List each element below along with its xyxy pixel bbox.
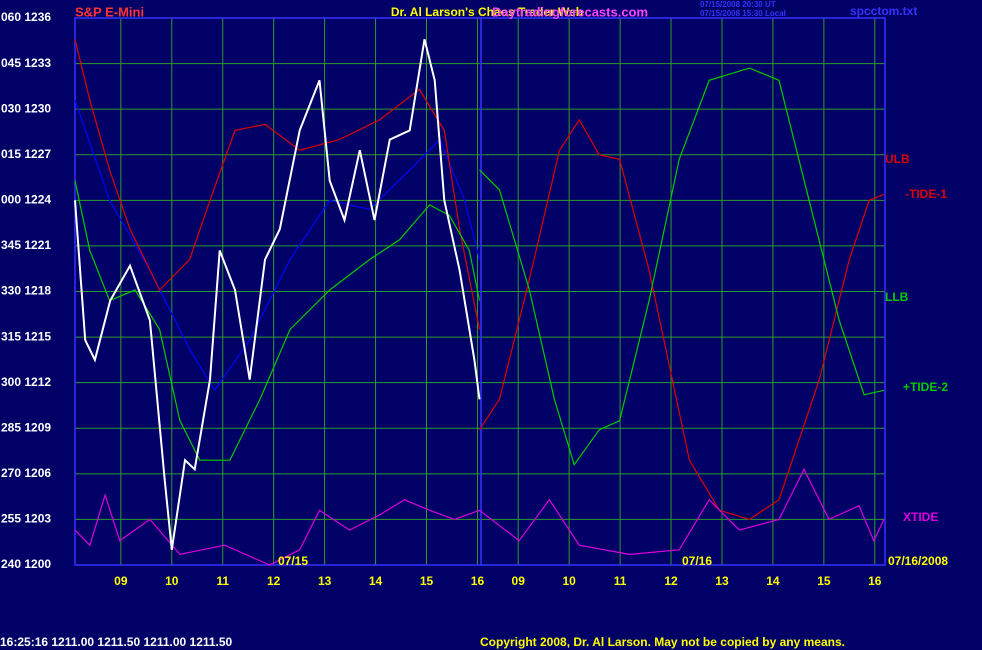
y-tick-label: 285 1209 bbox=[1, 420, 51, 434]
annotation: 07/15 bbox=[278, 554, 308, 568]
series-label: ULB bbox=[885, 152, 910, 166]
y-tick-label: 045 1233 bbox=[1, 56, 51, 70]
y-tick-label: 330 1218 bbox=[1, 284, 51, 298]
y-tick-label: 300 1212 bbox=[1, 375, 51, 389]
x-tick-label: 15 bbox=[817, 574, 831, 588]
series-label: -TIDE-1 bbox=[905, 187, 947, 201]
x-tick-label: 12 bbox=[664, 574, 678, 588]
series-line bbox=[74, 39, 481, 330]
x-tick-label: 10 bbox=[165, 574, 179, 588]
x-tick-label: 14 bbox=[766, 574, 780, 588]
annotation: 16:25:16 1211.00 1211.50 1211.00 1211.50 bbox=[0, 635, 233, 649]
x-tick-label: 12 bbox=[267, 574, 281, 588]
plot-frame bbox=[74, 17, 886, 566]
x-tick-label: 16 bbox=[868, 574, 882, 588]
series-line bbox=[74, 39, 481, 550]
series-line bbox=[479, 67, 885, 467]
series-label: XTIDE bbox=[903, 510, 938, 524]
x-tick-label: 09 bbox=[512, 574, 526, 588]
annotation: 07/16 bbox=[682, 554, 712, 568]
x-tick-label: 14 bbox=[369, 574, 383, 588]
y-tick-label: 240 1200 bbox=[1, 557, 51, 571]
y-tick-label: 030 1230 bbox=[1, 101, 51, 115]
x-tick-label: 13 bbox=[715, 574, 729, 588]
annotation: 07/15/2008 20:30 UT bbox=[700, 0, 776, 9]
series-line bbox=[74, 180, 481, 461]
series-label: LLB bbox=[885, 290, 909, 304]
series-label: +TIDE-2 bbox=[903, 380, 948, 394]
x-tick-label: 11 bbox=[216, 574, 229, 588]
series-line bbox=[74, 467, 885, 566]
chart-title: Dr. Al Larson's Chaos Trader Web bbox=[391, 5, 583, 19]
x-tick-label: 13 bbox=[318, 574, 332, 588]
x-tick-label: 16 bbox=[471, 574, 485, 588]
y-tick-label: 345 1221 bbox=[1, 238, 51, 252]
y-tick-label: 060 1236 bbox=[1, 10, 51, 24]
y-tick-label: 000 1224 bbox=[1, 193, 51, 207]
annotation: 07/15/2008 15:30 Local bbox=[700, 9, 786, 18]
annotation: spcctom.txt bbox=[850, 4, 917, 18]
annotation: Daytradingforecasts.com bbox=[492, 4, 648, 19]
x-tick-label: 11 bbox=[614, 574, 627, 588]
y-tick-label: 315 1215 bbox=[1, 329, 51, 343]
annotation: Copyright 2008, Dr. Al Larson. May not b… bbox=[480, 635, 845, 649]
x-tick-label: 15 bbox=[420, 574, 434, 588]
series-line bbox=[478, 118, 885, 521]
annotation: 07/16/2008 bbox=[888, 554, 948, 568]
y-tick-label: 015 1227 bbox=[1, 147, 51, 161]
y-tick-label: 270 1206 bbox=[1, 466, 51, 480]
x-tick-label: 09 bbox=[114, 574, 128, 588]
annotation: S&P E-Mini bbox=[75, 4, 144, 19]
y-tick-label: 255 1203 bbox=[1, 512, 51, 526]
x-tick-label: 10 bbox=[562, 574, 576, 588]
